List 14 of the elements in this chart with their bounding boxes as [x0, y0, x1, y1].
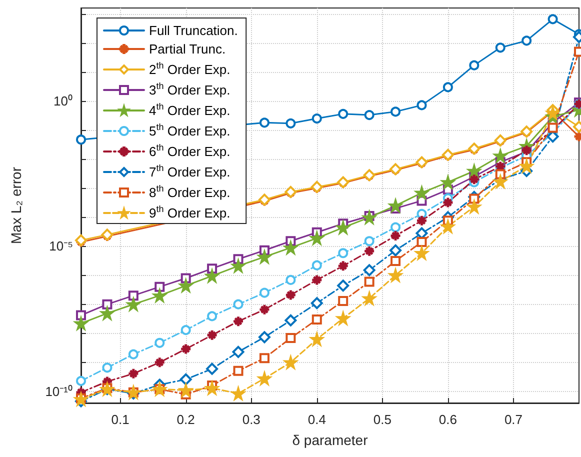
x-tick-label: 0.7 [504, 412, 523, 427]
x-tick-label: 0.5 [373, 412, 392, 427]
x-tick-label: 0.4 [308, 412, 326, 427]
x-tick-label: 0.3 [242, 412, 260, 427]
y-tick-label: 10⁻⁵ [49, 238, 73, 254]
x-tick-label: 0.6 [438, 412, 457, 427]
legend-label: Partial Trunc. [149, 42, 226, 56]
x-axis-title: δ parameter [292, 432, 368, 448]
legend-label: Full Truncation. [149, 23, 238, 38]
x-tick-label: 0.1 [111, 412, 130, 427]
y-axis-title: Max L₂ error [8, 166, 24, 244]
y-tick-label: 10⁻¹⁰ [45, 384, 73, 399]
y-tick-label: 10⁰ [54, 94, 73, 109]
x-tick-label: 0.2 [176, 412, 195, 427]
